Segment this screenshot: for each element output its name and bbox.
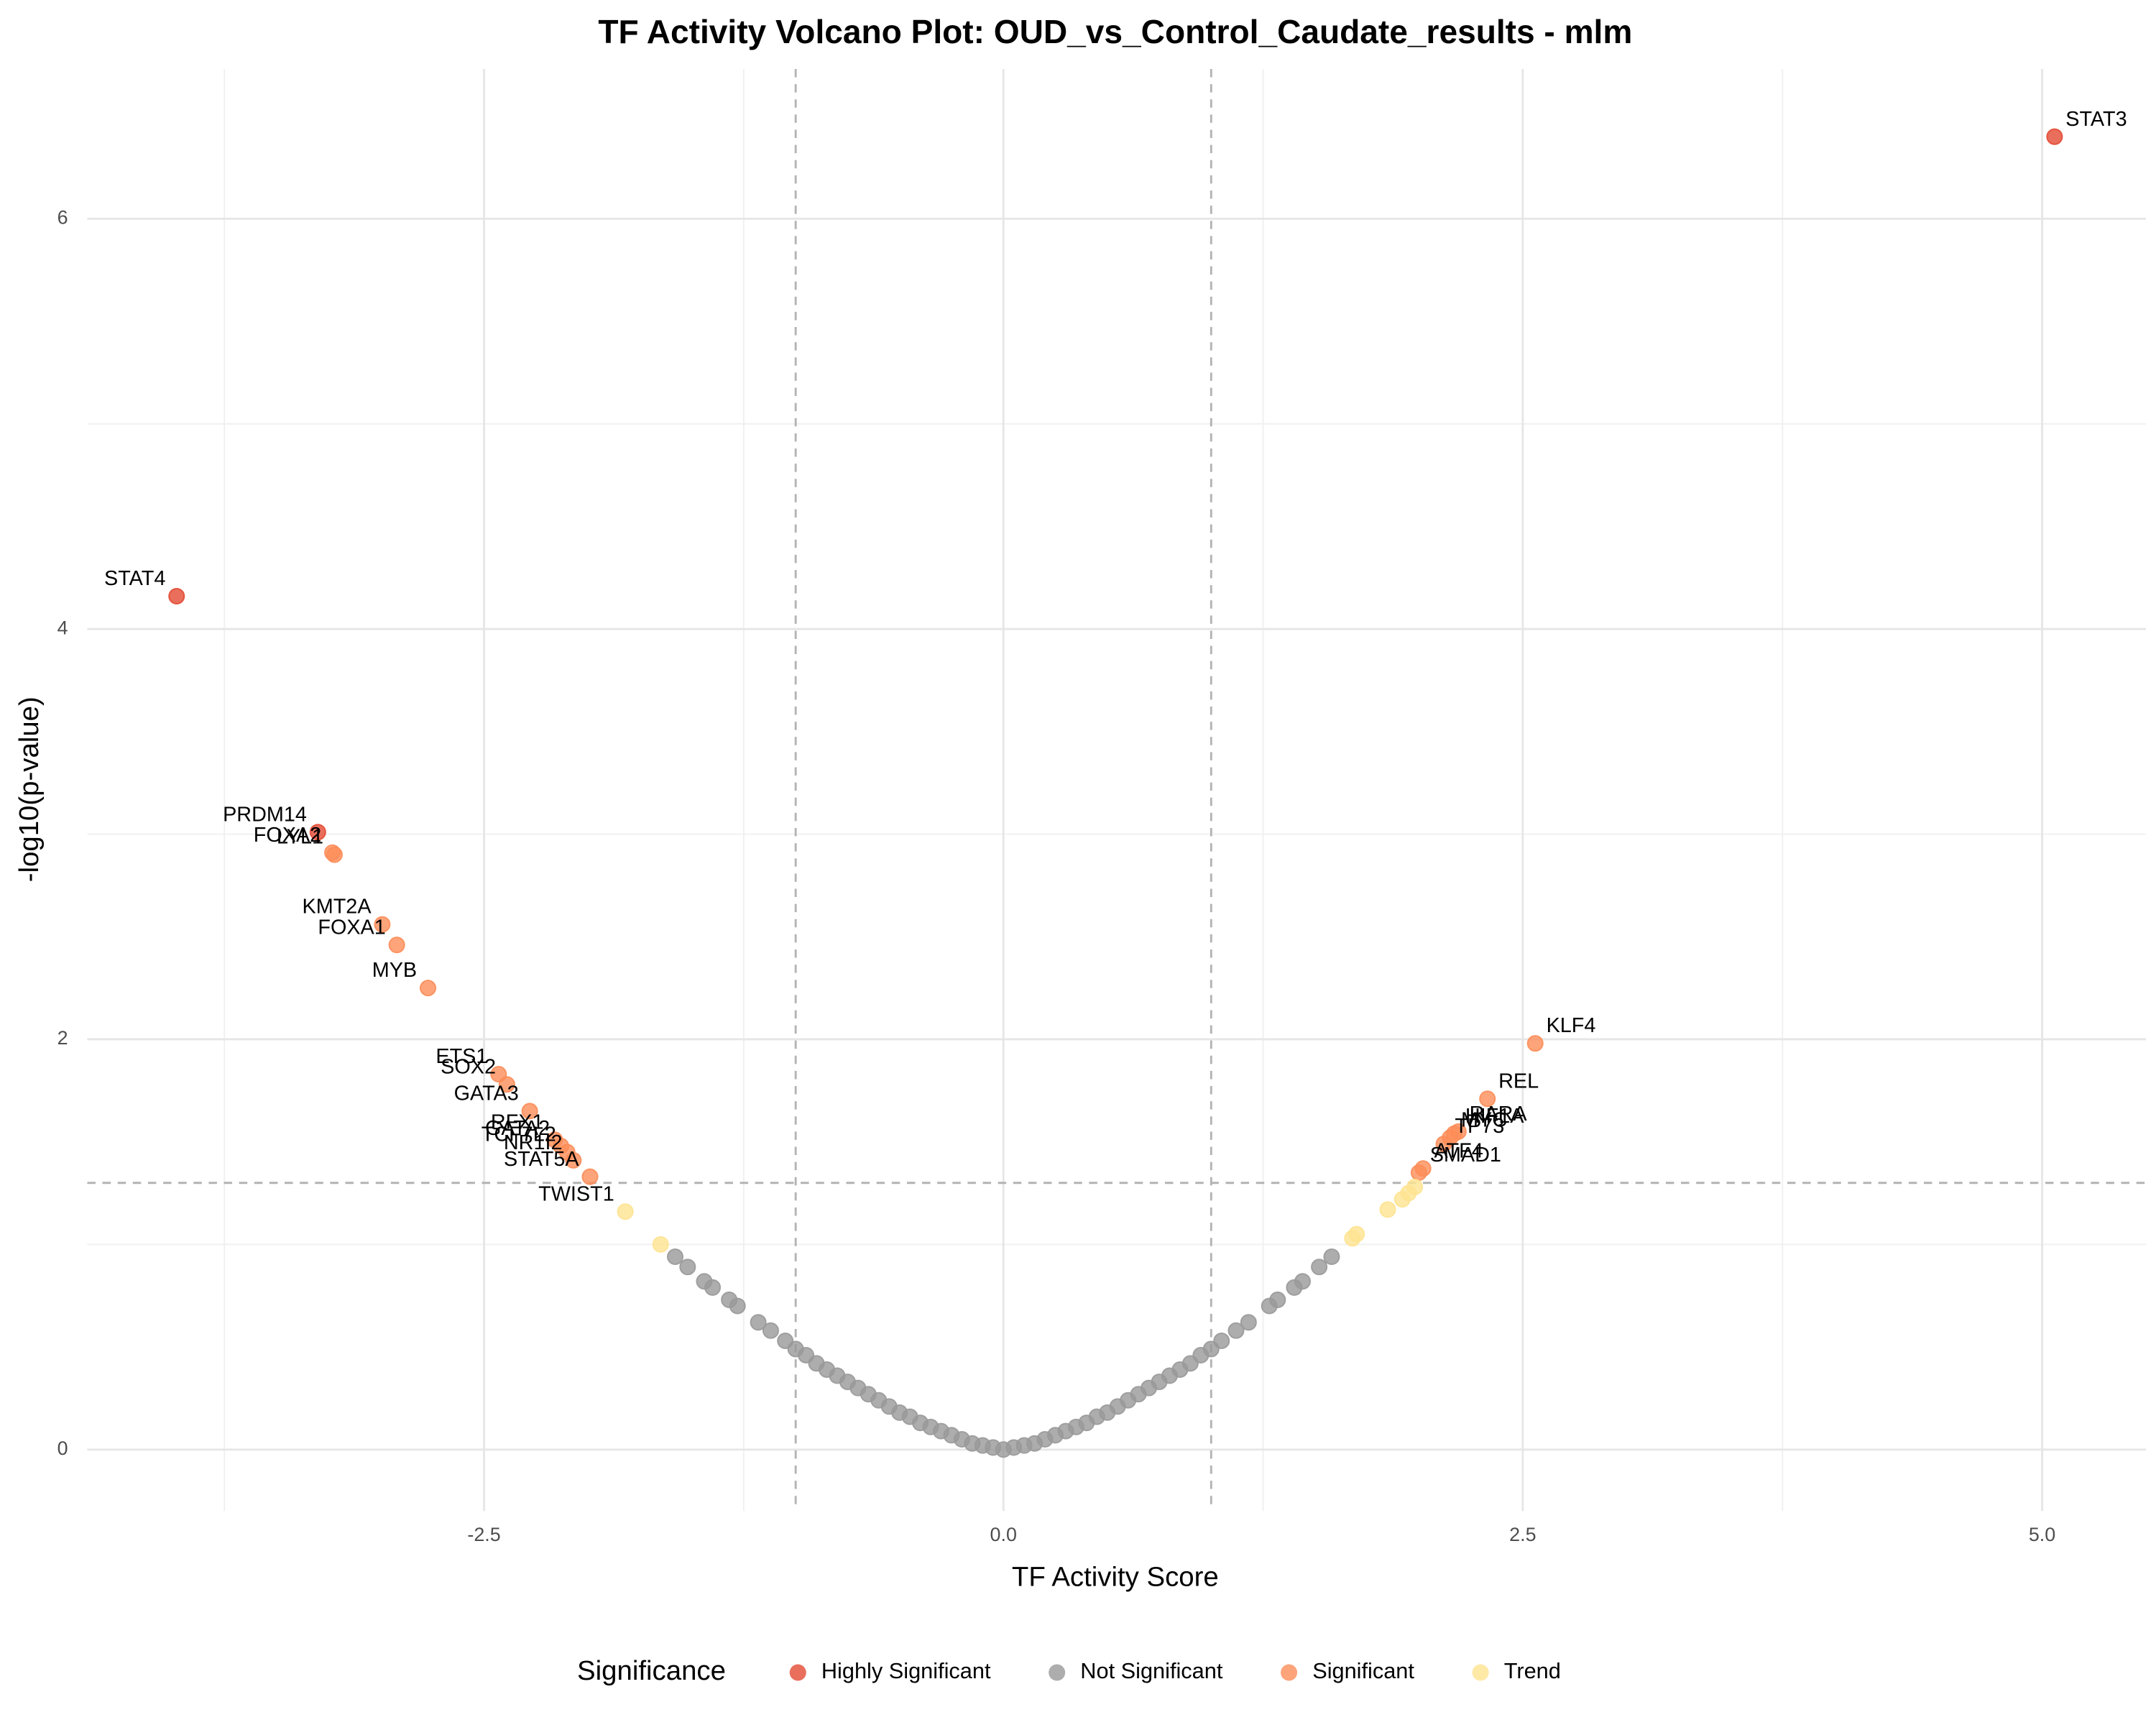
data-point xyxy=(704,1279,722,1296)
point-label: STAT4 xyxy=(104,567,165,590)
data-point xyxy=(1406,1178,1424,1195)
data-point xyxy=(1410,1164,1427,1182)
data-point xyxy=(729,1297,746,1315)
point-label: RARA xyxy=(1470,1103,1528,1126)
legend-marker xyxy=(789,1664,806,1681)
point-label: ETS1 xyxy=(436,1045,487,1068)
data-point xyxy=(1442,1129,1459,1146)
data-point xyxy=(1269,1291,1286,1308)
y-axis-label: -log10(p-value) xyxy=(14,696,45,882)
x-tick-label: -2.5 xyxy=(467,1524,500,1545)
point-label: PRDM14 xyxy=(223,803,307,826)
x-tick-label: 0.0 xyxy=(990,1524,1017,1545)
data-point xyxy=(1526,1035,1544,1052)
data-point xyxy=(1348,1225,1365,1243)
point-label: SMAD1 xyxy=(1430,1144,1501,1167)
point-label: REL xyxy=(1498,1070,1539,1092)
point-label: STAT5A xyxy=(504,1148,579,1171)
data-point xyxy=(309,824,326,841)
point-label: RFX1 xyxy=(491,1110,544,1133)
data-point xyxy=(652,1236,669,1253)
data-point xyxy=(168,587,185,605)
data-point xyxy=(750,1314,767,1331)
data-point xyxy=(419,980,437,997)
point-label: TWIST1 xyxy=(538,1182,614,1205)
data-point xyxy=(521,1103,538,1120)
legend-label: Not Significant xyxy=(1080,1658,1223,1683)
legend-marker xyxy=(1281,1664,1298,1681)
data-point xyxy=(1479,1090,1496,1108)
data-point xyxy=(1240,1314,1257,1331)
data-point xyxy=(581,1168,599,1185)
point-label: KMT2A xyxy=(303,896,372,919)
legend-label: Trend xyxy=(1504,1658,1561,1683)
data-point xyxy=(498,1076,515,1093)
data-point xyxy=(1294,1273,1311,1290)
y-tick-label: 0 xyxy=(57,1438,68,1459)
legend-label: Highly Significant xyxy=(821,1658,991,1683)
data-point xyxy=(565,1151,582,1169)
data-point xyxy=(762,1322,779,1339)
legend-label: Significant xyxy=(1312,1658,1414,1683)
point-label: MYC xyxy=(1461,1109,1507,1132)
point-label: HIF1A xyxy=(1465,1105,1524,1128)
data-point xyxy=(617,1203,634,1220)
point-label: SOX2 xyxy=(441,1055,496,1078)
chart-title: TF Activity Volcano Plot: OUD_vs_Control… xyxy=(598,13,1632,50)
data-point xyxy=(1379,1201,1396,1218)
point-label: LYL1 xyxy=(277,826,323,849)
legend-marker xyxy=(1049,1664,1066,1681)
point-label: GATA2 xyxy=(485,1117,550,1140)
point-label: STAT3 xyxy=(2065,108,2127,131)
data-point xyxy=(666,1248,684,1266)
y-tick-label: 6 xyxy=(57,206,68,228)
y-tick-label: 4 xyxy=(57,617,68,638)
point-label: FOXA1 xyxy=(318,916,385,939)
point-label: ATF4 xyxy=(1434,1139,1483,1162)
legend-marker xyxy=(1472,1664,1489,1681)
x-tick-label: 5.0 xyxy=(2029,1524,2055,1545)
point-label: TP73 xyxy=(1455,1115,1504,1138)
data-point xyxy=(679,1259,696,1276)
data-point xyxy=(1227,1322,1245,1339)
point-label: TCF7L2 xyxy=(482,1123,556,1146)
data-point xyxy=(374,916,391,933)
data-point xyxy=(1323,1248,1340,1266)
data-point xyxy=(2046,128,2063,145)
point-label: FOXA2 xyxy=(254,824,321,847)
point-label: MYB xyxy=(372,959,417,982)
point-label: KLF4 xyxy=(1547,1014,1596,1037)
y-tick-label: 2 xyxy=(57,1027,68,1049)
legend-title: Significance xyxy=(577,1655,726,1686)
data-point xyxy=(388,937,405,954)
data-point xyxy=(1213,1332,1230,1350)
x-axis-label: TF Activity Score xyxy=(1012,1562,1219,1593)
point-label: GATA3 xyxy=(454,1082,519,1105)
point-label: NR1I2 xyxy=(504,1131,563,1154)
x-tick-label: 2.5 xyxy=(1509,1524,1536,1545)
data-point xyxy=(1311,1259,1328,1276)
data-point xyxy=(326,846,343,863)
